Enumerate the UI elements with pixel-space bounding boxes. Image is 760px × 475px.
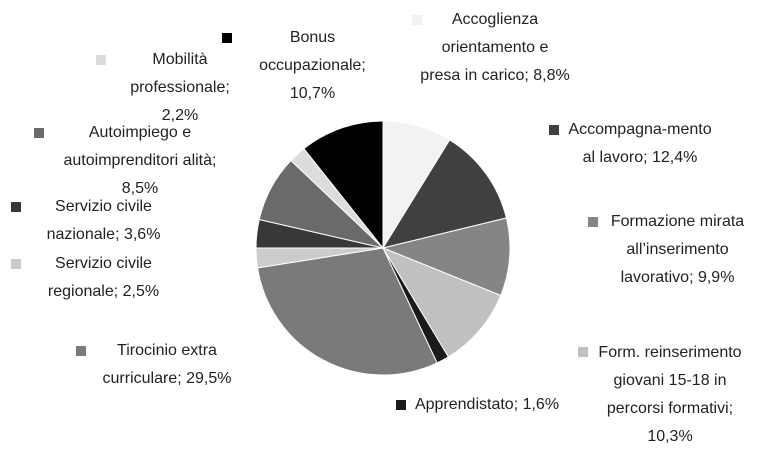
label-separator: ; xyxy=(689,269,698,286)
category-name: Autoimpiego e autoimprenditori alità xyxy=(63,124,213,169)
data-label: Form. reinserimento giovani 15-18 in per… xyxy=(590,339,750,451)
value-label: 1,6% xyxy=(522,396,560,413)
value-label: 29,5% xyxy=(186,370,232,387)
legend-swatch xyxy=(549,125,559,135)
category-name: Accompagna-mento al lavoro xyxy=(568,121,712,166)
pie-slice xyxy=(381,246,502,358)
category-name: Servizio civile regionale xyxy=(47,255,152,300)
data-label: Servizio civile regionale; 2,5% xyxy=(26,250,181,306)
category-name: Mobilità professionale xyxy=(130,51,226,96)
data-label: Formazione mirata all’inserimento lavora… xyxy=(600,208,755,292)
data-label: Servizio civile nazionale; 3,6% xyxy=(26,193,181,249)
data-label: Autoimpiego e autoimprenditori alità; 8,… xyxy=(50,119,230,203)
legend-swatch xyxy=(578,347,588,357)
value-label: 8,5% xyxy=(121,180,159,197)
data-label: Apprendistato; 1,6% xyxy=(412,391,562,419)
value-label: 9,9% xyxy=(697,269,735,286)
category-name: Servizio civile nazionale xyxy=(46,198,152,243)
data-label: Bonus occupazionale; 10,7% xyxy=(240,24,385,108)
label-separator: ; xyxy=(643,149,652,166)
label-separator: ; xyxy=(728,400,734,417)
category-name: Apprendistato xyxy=(414,396,514,413)
label-separator: ; xyxy=(212,152,217,169)
legend-swatch xyxy=(11,202,21,212)
label-separator: ; xyxy=(513,396,523,413)
value-label: 2,2% xyxy=(161,107,199,124)
category-name: Tirocinio extra curriculare xyxy=(102,342,217,387)
legend-swatch xyxy=(34,128,44,138)
pie-slice xyxy=(381,139,508,249)
data-label: Tirocinio extra curriculare; 29,5% xyxy=(92,337,242,393)
legend-swatch xyxy=(396,400,406,410)
data-label: Accompagna-mento al lavoro; 12,4% xyxy=(565,116,715,172)
legend-swatch xyxy=(588,217,598,227)
value-label: 12,4% xyxy=(652,149,698,166)
legend-swatch xyxy=(222,33,232,43)
value-label: 2,5% xyxy=(122,283,160,300)
category-name: Form. reinserimento giovani 15-18 in per… xyxy=(598,344,742,417)
legend-swatch xyxy=(96,55,106,65)
label-separator: ; xyxy=(115,226,124,243)
category-name: Bonus occupazionale xyxy=(259,29,362,74)
label-separator: ; xyxy=(361,57,366,74)
pie-slice xyxy=(256,247,438,376)
value-label: 10,7% xyxy=(289,85,336,102)
data-label: Mobilità professionale; 2,2% xyxy=(110,46,250,130)
label-separator: ; xyxy=(113,283,123,300)
category-name: Formazione mirata all’inserimento lavora… xyxy=(610,213,745,286)
value-label: 8,8% xyxy=(533,67,570,84)
label-separator: ; xyxy=(177,370,187,387)
legend-swatch xyxy=(76,346,86,356)
pie-slice xyxy=(303,120,384,250)
data-label: Accoglienza orientamento e presa in cari… xyxy=(420,6,570,90)
pie-slice xyxy=(381,217,511,297)
label-separator: ; xyxy=(225,79,230,96)
legend-swatch xyxy=(11,259,21,269)
category-name: Accoglienza orientamento e presa in cari… xyxy=(420,11,549,84)
label-separator: ; xyxy=(524,67,534,84)
legend-swatch xyxy=(412,15,422,25)
value-label: 3,6% xyxy=(123,226,161,243)
value-label: 10,3% xyxy=(647,428,693,445)
